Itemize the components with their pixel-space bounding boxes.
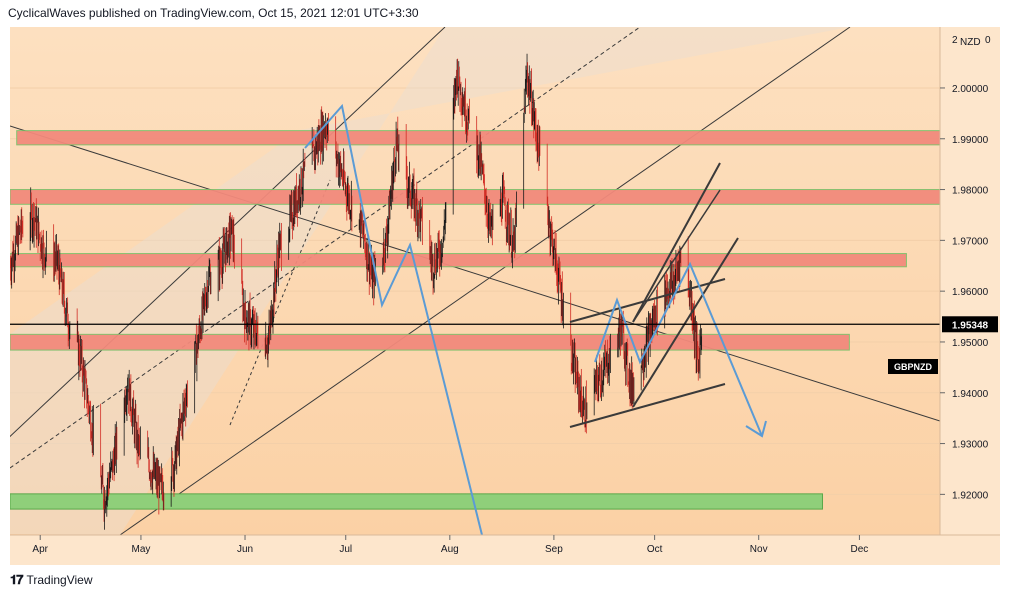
x-tick-label: Nov bbox=[750, 544, 768, 555]
price-axis-background bbox=[940, 27, 1000, 535]
x-tick-label: Sep bbox=[545, 544, 563, 555]
y-tick-label: 1.99000 bbox=[952, 135, 989, 146]
last-price-label: 1.95348 bbox=[952, 320, 989, 331]
x-tick-label: Jul bbox=[339, 544, 352, 555]
resistance-zone bbox=[10, 333, 850, 351]
rising-wedge-line-3 bbox=[632, 189, 721, 323]
plot-background bbox=[10, 27, 940, 535]
y-tick-label: 1.98000 bbox=[952, 186, 989, 197]
resistance-zone bbox=[10, 189, 940, 205]
y-tick-label: 1.92000 bbox=[952, 490, 989, 501]
channel-mid-line bbox=[10, 27, 641, 469]
rising-wedge-line-1 bbox=[632, 237, 739, 408]
y-tick-label: 2.00000 bbox=[952, 84, 989, 95]
symbol-tag bbox=[888, 359, 938, 374]
inner-dotted-line bbox=[229, 179, 331, 426]
y-tick-label: 1.95000 bbox=[952, 338, 989, 349]
rising-wedge-line-2 bbox=[632, 162, 721, 323]
y-tick-label: 1.97000 bbox=[952, 236, 989, 247]
channel-bottom-line bbox=[119, 27, 851, 535]
descending-trendline bbox=[10, 125, 940, 422]
projection-arrowhead-icon bbox=[745, 420, 767, 438]
currency-label: NZD bbox=[960, 37, 981, 48]
channel-top-line bbox=[10, 27, 446, 438]
tradingview-logo-icon: 𝟏𝟕 bbox=[10, 572, 24, 587]
time-axis-background bbox=[10, 535, 1000, 565]
x-tick-label: May bbox=[131, 544, 150, 555]
projection-path-autumn bbox=[594, 261, 763, 437]
x-tick-label: Jun bbox=[237, 544, 253, 555]
resistance-zone bbox=[10, 253, 907, 268]
last-price-tag bbox=[942, 316, 998, 333]
resistance-zone bbox=[16, 130, 940, 146]
x-tick-label: Aug bbox=[441, 544, 459, 555]
footer: 𝟏𝟕 TradingView bbox=[10, 572, 93, 588]
wedge-lower-line bbox=[569, 383, 726, 428]
symbol-label: GBPNZD bbox=[894, 362, 933, 372]
y-tick-label: 1.93000 bbox=[952, 440, 989, 451]
y-tick-label: 1.94000 bbox=[952, 389, 989, 400]
footer-brand: TradingView bbox=[26, 573, 93, 587]
support-zone bbox=[10, 493, 823, 510]
y-axis-top-fragment: 2 bbox=[952, 35, 958, 46]
x-tick-label: Apr bbox=[32, 544, 48, 555]
x-tick-label: Dec bbox=[851, 544, 869, 555]
projection-path-summer bbox=[304, 103, 483, 535]
channel-fill bbox=[10, 27, 850, 535]
y-tick-label: 1.96000 bbox=[952, 287, 989, 298]
x-tick-label: Oct bbox=[647, 544, 663, 555]
publish-header: CyclicalWaves published on TradingView.c… bbox=[8, 6, 419, 20]
y-axis-top-right: 0 bbox=[985, 35, 991, 46]
